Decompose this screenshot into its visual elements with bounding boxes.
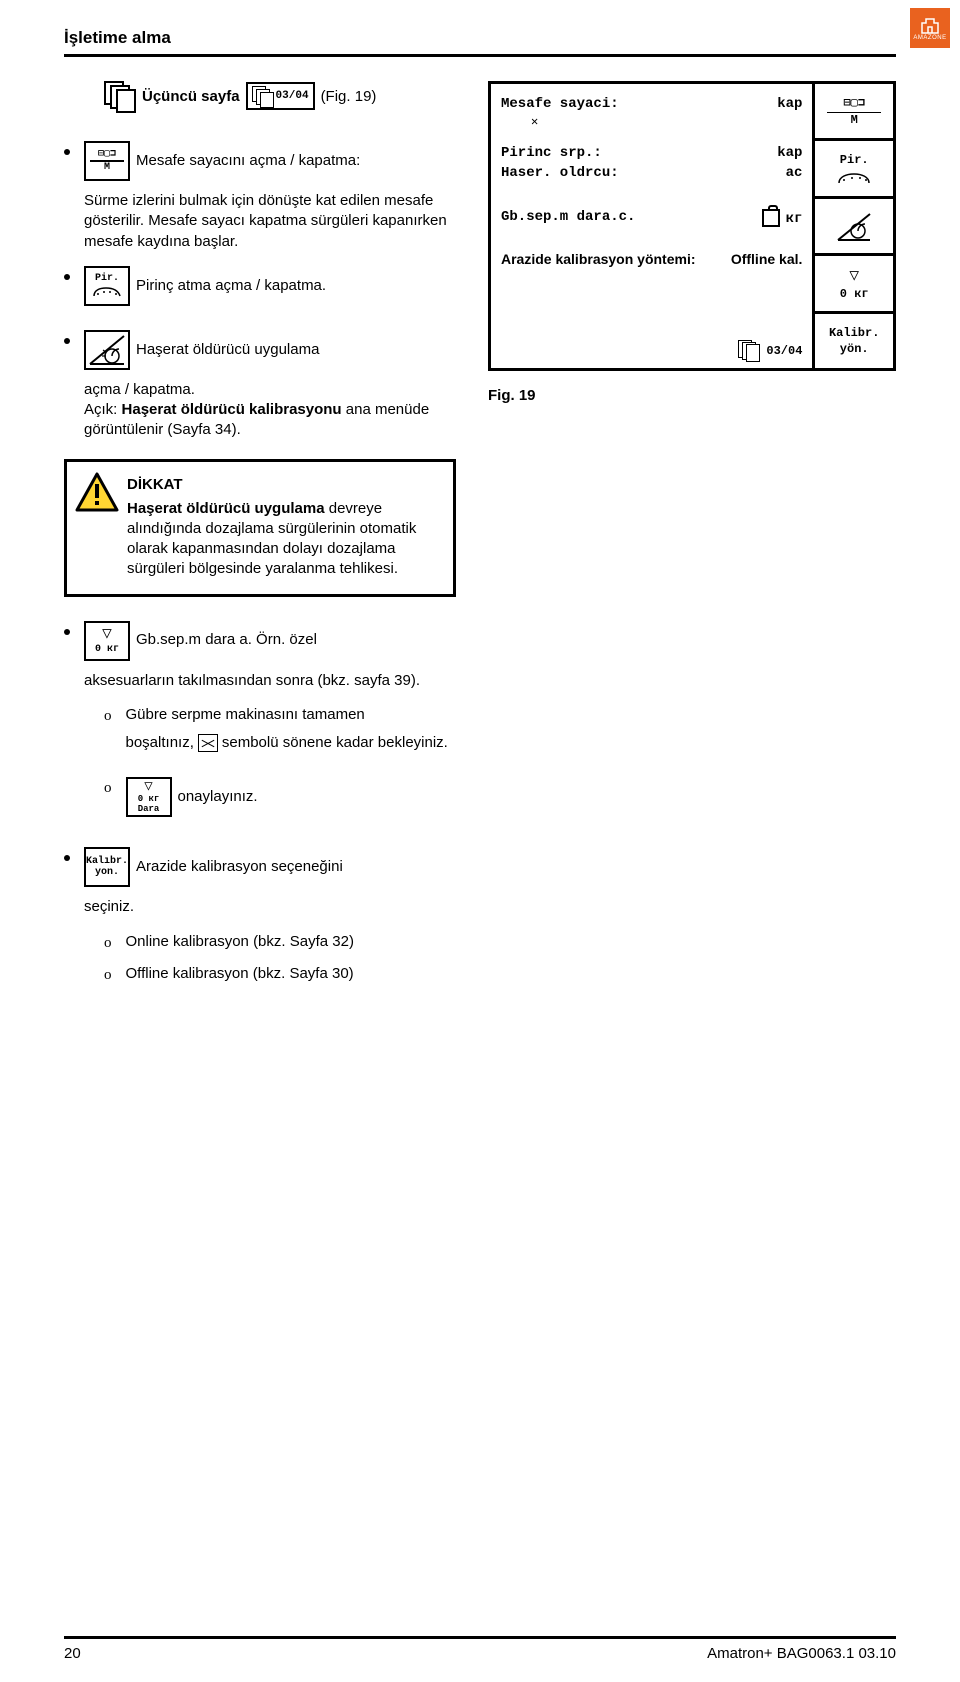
disp-r1-label: Mesafe sayaci: xyxy=(501,96,619,112)
side-cell-2: Pir. xyxy=(815,141,893,198)
side-cell-5: Kalibr. yön. xyxy=(815,314,893,368)
b5-sub2: ο Offline kalibrasyon (bkz. Sayfa 30) xyxy=(104,964,456,986)
bullet-tare: ▽ 0 кг Gb.sep.m dara a. Örn. özel aksesu… xyxy=(64,621,456,691)
bullet-rice: Pir. Pirinç atma açma / kapatma. xyxy=(64,266,456,316)
section-title: İşletime alma xyxy=(64,28,896,57)
b5-text: Arazide kalibrasyon seçeneğini xyxy=(136,857,343,877)
page3-label: Üçüncü sayfa xyxy=(142,88,240,105)
disp-r2-val: kap xyxy=(777,145,802,161)
disp-r3-label: Haser. oldrcu: xyxy=(501,165,619,181)
brand-logo: AMAZONE xyxy=(910,8,950,48)
b4-sub2: ο ▽ 0 кг Dara onaylayınız. xyxy=(104,777,456,827)
page-number-box: 03/04 xyxy=(246,82,315,110)
b1-body: Sürme izlerini bulmak için dönüşte kat e… xyxy=(84,191,456,252)
b5-sub1: ο Online kalibrasyon (bkz. Sayfa 32) xyxy=(104,932,456,954)
b4-sub2-text: onaylayınız. xyxy=(178,787,258,807)
bullet-calibration: Kalıbr. yon. Arazide kalibrasyon seçeneğ… xyxy=(64,847,456,917)
warning-body: Haşerat öldürücü uygulama devreye alındı… xyxy=(127,499,439,580)
pages-icon xyxy=(104,81,136,111)
disp-r1-val: kap xyxy=(777,96,802,112)
bullet-distance-counter: ⊟▢⊐ M Mesafe sayacını açma / kapatma: Sü… xyxy=(64,141,456,252)
b4-sub1b: boşaltınız, xyxy=(126,733,194,753)
device-display: Mesafe sayaci: kap ✕ Pirinc srp.: kap Hase… xyxy=(488,81,896,371)
b4-sub1a: Gübre serpme makinasını tamamen xyxy=(126,705,448,725)
empty-cross-icon xyxy=(198,734,218,752)
footer-docid: Amatron+ BAG0063.1 03.10 xyxy=(707,1645,896,1662)
figure-caption: Fig. 19 xyxy=(488,387,896,404)
rice-icon: Pir. xyxy=(84,266,130,306)
warning-title: DİKKAT xyxy=(127,476,439,493)
disp-r5-label: Arazide kalibrasyon yöntemi: xyxy=(501,251,696,267)
footer-pagenum: 20 xyxy=(64,1645,81,1662)
page-footer: 20 Amatron+ BAG0063.1 03.10 xyxy=(64,1636,896,1662)
b4-body: aksesuarların takılmasından sonra (bkz. … xyxy=(84,671,420,691)
weight-icon xyxy=(762,209,780,227)
disp-x: ✕ xyxy=(531,114,802,129)
calibration-icon: Kalıbr. yon. xyxy=(84,847,130,887)
side-cell-1: ⊟▢⊐ M xyxy=(815,84,893,141)
warning-icon xyxy=(75,472,119,512)
tare-icon: ▽ 0 кг xyxy=(84,621,130,661)
page3-pagenum: 03/04 xyxy=(276,90,309,102)
b4-sub1: ο Gübre serpme makinasını tamamen boşalt… xyxy=(104,705,456,754)
bullet-pesticide: Haşerat öldürücü uygulama açma / kapatma… xyxy=(64,330,456,441)
page3-figref: (Fig. 19) xyxy=(321,88,377,105)
side-cell-4: ▽ 0 кг xyxy=(815,256,893,313)
disp-r4-label: Gb.sep.m dara.c. xyxy=(501,209,635,227)
pesticide-icon xyxy=(84,330,130,370)
display-sidebar: ⊟▢⊐ M Pir. xyxy=(815,84,893,368)
b5-text2: seçiniz. xyxy=(84,897,343,917)
disp-r4-val: кг xyxy=(762,209,803,227)
side-cell-3 xyxy=(815,199,893,256)
right-column: Mesafe sayaci: kap ✕ Pirinc srp.: kap Hase… xyxy=(488,81,896,404)
display-page-indicator: 03/04 xyxy=(738,340,802,362)
b1-heading: Mesafe sayacını açma / kapatma: xyxy=(136,151,360,171)
b2-text: Pirinç atma açma / kapatma. xyxy=(136,276,326,296)
warning-box: DİKKAT Haşerat öldürücü uygulama devreye… xyxy=(64,459,456,597)
b4-prefix: Gb.sep.m dara a. Örn. özel xyxy=(136,630,317,650)
disp-r5-val: Offline kal. xyxy=(731,251,803,267)
b3-l3: Açık: Haşerat öldürücü kalibrasyonu ana … xyxy=(84,400,456,441)
b3-l2: açma / kapatma. xyxy=(84,380,456,400)
b4-sub1c: sembolü sönene kadar bekleyiniz. xyxy=(222,733,448,753)
b3-l1: Haşerat öldürücü uygulama xyxy=(136,340,319,360)
distance-counter-icon: ⊟▢⊐ M xyxy=(84,141,130,181)
left-column: Üçüncü sayfa 03/04 (Fig. 19) ⊟▢⊐ M xyxy=(64,81,456,996)
tare-confirm-icon: ▽ 0 кг Dara xyxy=(126,777,172,817)
page3-heading: Üçüncü sayfa 03/04 (Fig. 19) xyxy=(104,81,456,111)
brand-name: AMAZONE xyxy=(913,35,946,41)
disp-r2-label: Pirinc srp.: xyxy=(501,145,602,161)
disp-r3-val: ac xyxy=(786,165,803,181)
